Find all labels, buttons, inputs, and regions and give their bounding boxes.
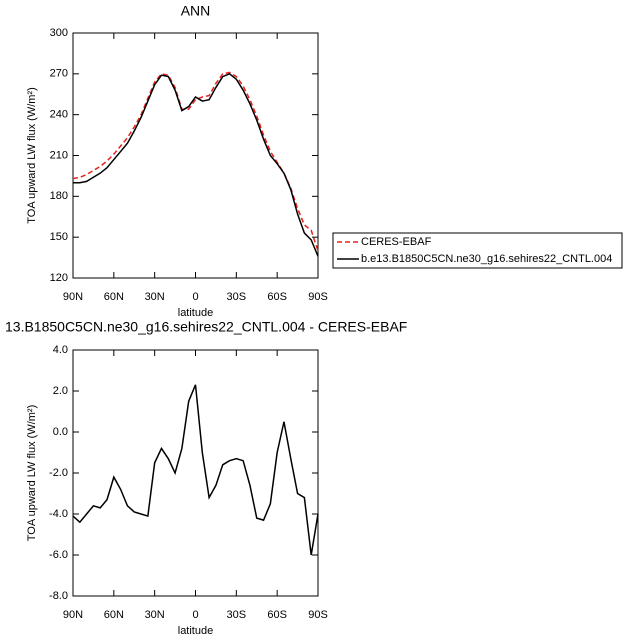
y-tick-label: -4.0 <box>49 508 68 520</box>
legend-box <box>332 232 623 269</box>
chart-title: 13.B1850C5CN.ne30_g16.sehires22_CNTL.004… <box>5 319 407 335</box>
legend-label: CERES-EBAF <box>361 236 432 248</box>
x-tick-label: 60S <box>267 609 287 621</box>
y-tick-label: 180 <box>50 190 68 202</box>
legend-label: b.e13.B1850C5CN.ne30_g16.sehires22_CNTL.… <box>361 253 612 265</box>
x-tick-label: 60N <box>104 291 124 303</box>
data-line <box>72 384 319 556</box>
y-tick-label: 240 <box>50 109 68 121</box>
y-tick-label: 2.0 <box>53 385 68 397</box>
data-line <box>73 72 319 257</box>
x-tick-label: 90S <box>308 291 328 303</box>
y-tick-label: 270 <box>50 68 68 80</box>
x-tick-label: 60S <box>267 291 287 303</box>
x-axis-label: latitude <box>178 307 213 319</box>
x-tick-label: 30N <box>145 291 165 303</box>
x-tick-label: 0 <box>192 291 198 303</box>
y-tick-label: 120 <box>50 272 68 284</box>
chart-title: ANN <box>181 3 211 19</box>
y-axis-label: TOA upward LW flux (W/m²) <box>26 405 38 542</box>
y-axis-label: TOA upward LW flux (W/m²) <box>26 87 38 224</box>
x-tick-label: 90N <box>63 609 83 621</box>
y-tick-label: -8.0 <box>49 590 68 602</box>
x-axis-label: latitude <box>178 625 213 637</box>
x-tick-label: 30S <box>227 609 247 621</box>
y-tick-label: 4.0 <box>53 344 68 356</box>
x-tick-label: 90N <box>63 291 83 303</box>
y-tick-label: -6.0 <box>49 549 68 561</box>
x-tick-label: 30N <box>145 609 165 621</box>
x-tick-label: 30S <box>227 291 247 303</box>
y-tick-label: 0.0 <box>53 426 68 438</box>
x-tick-label: 0 <box>192 609 198 621</box>
x-tick-label: 60N <box>104 609 124 621</box>
data-line <box>72 71 319 252</box>
x-tick-label: 90S <box>308 609 328 621</box>
y-tick-label: 210 <box>50 149 68 161</box>
y-tick-label: 150 <box>50 231 68 243</box>
plot-frame <box>72 32 319 279</box>
y-tick-label: -2.0 <box>49 467 68 479</box>
y-tick-label: 300 <box>50 27 68 39</box>
